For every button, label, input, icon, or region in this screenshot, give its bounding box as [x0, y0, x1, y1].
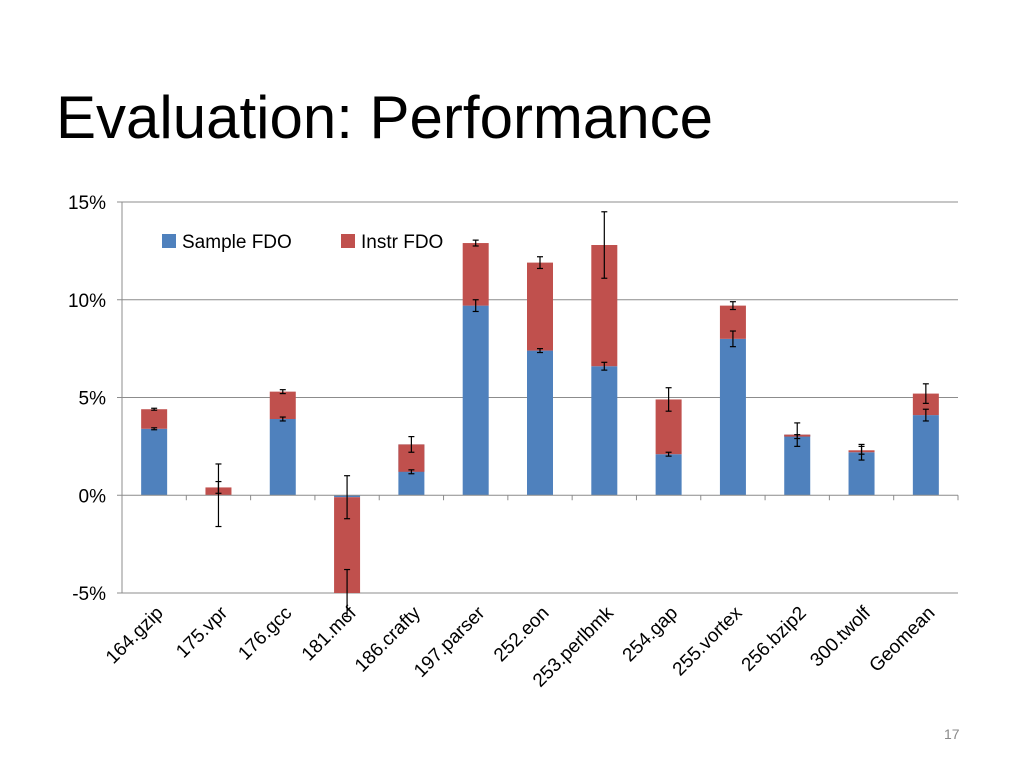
legend-label: Sample FDO: [182, 232, 292, 253]
error-bar-sample-fdo: [922, 408, 929, 422]
error-bar-sample-fdo: [344, 475, 351, 520]
x-tick-label: 164.gzip: [102, 603, 168, 669]
error-bar-instr-fdo: [215, 480, 222, 494]
chart-legend: Sample FDO Instr FDO: [162, 232, 443, 253]
error-bar-instr-fdo: [151, 407, 158, 411]
slide-title: Evaluation: Performance: [56, 84, 714, 151]
error-bars: [151, 211, 929, 618]
bar-sample-fdo: [912, 415, 939, 496]
y-tick-label: 15%: [68, 193, 106, 214]
error-bar-sample-fdo: [215, 463, 222, 528]
error-bar-instr-fdo: [472, 239, 479, 247]
error-bar-instr-fdo: [858, 445, 865, 455]
error-bar-sample-fdo: [472, 299, 479, 313]
bar-sample-fdo: [719, 338, 746, 496]
x-tick-label: 252.eon: [490, 603, 553, 666]
legend-label: Instr FDO: [361, 232, 443, 253]
y-tick-label: -5%: [72, 584, 106, 605]
error-bar-instr-fdo: [344, 568, 351, 618]
bar-sample-fdo: [591, 366, 618, 496]
x-tick-label: 254.gap: [619, 603, 682, 666]
bar-instr-fdo: [141, 409, 168, 429]
error-bar-sample-fdo: [665, 451, 672, 457]
y-axis-tick-labels: 15% 10% 5% 0% -5%: [68, 193, 106, 605]
error-bar-sample-fdo: [537, 348, 543, 354]
error-bar-instr-fdo: [279, 389, 286, 395]
error-bar-instr-fdo: [922, 383, 929, 404]
error-bar-instr-fdo: [537, 256, 543, 270]
x-tick-label: 175.vpr: [172, 602, 232, 662]
error-bar-sample-fdo: [729, 330, 736, 348]
x-tick-label: 197.parser: [410, 602, 490, 682]
x-tick-label: Geomean: [866, 603, 940, 677]
bar-sample-fdo: [269, 419, 296, 496]
bar-sample-fdo: [462, 305, 489, 496]
error-bar-instr-fdo: [794, 434, 801, 440]
x-tick-label: 256.bzip2: [738, 603, 811, 676]
legend-swatch: [162, 234, 176, 248]
error-bar-sample-fdo: [151, 427, 158, 431]
x-axis: [121, 494, 959, 501]
bar-instr-fdo: [269, 391, 296, 420]
error-bar-sample-fdo: [601, 361, 608, 371]
page-number: 17: [944, 726, 960, 742]
bar-sample-fdo: [141, 428, 168, 496]
error-bar-instr-fdo: [665, 387, 672, 412]
error-bar-sample-fdo: [408, 436, 415, 453]
bar-sample-fdo: [527, 350, 553, 496]
error-bar-instr-fdo: [408, 469, 415, 475]
x-tick-label: 255.vortex: [669, 602, 747, 680]
error-bar-instr-fdo: [601, 211, 608, 279]
bar-instr-fdo: [912, 393, 939, 416]
y-tick-label: 5%: [79, 389, 107, 410]
bar-sample-fdo: [655, 454, 682, 496]
bar-instr-fdo: [527, 262, 553, 351]
x-tick-label: 176.gcc: [234, 603, 296, 665]
legend-swatch: [341, 234, 355, 248]
x-tick-label: 181.mcf: [298, 602, 361, 665]
y-tick-label: 10%: [68, 291, 106, 312]
x-axis-tick-labels: 164.gzip 175.vpr 176.gcc 181.mcf186.crafty1…: [102, 602, 939, 691]
bar-instr-fdo: [462, 243, 489, 306]
bar-series: [141, 243, 939, 593]
error-bar-sample-fdo: [279, 416, 286, 422]
y-tick-label: 0%: [79, 486, 107, 507]
error-bar-instr-fdo: [729, 301, 736, 311]
stacked-bar-chart: 15% 10% 5% 0% -5% 164.gzip 175.vpr 176.gcc 181.…: [68, 193, 959, 691]
